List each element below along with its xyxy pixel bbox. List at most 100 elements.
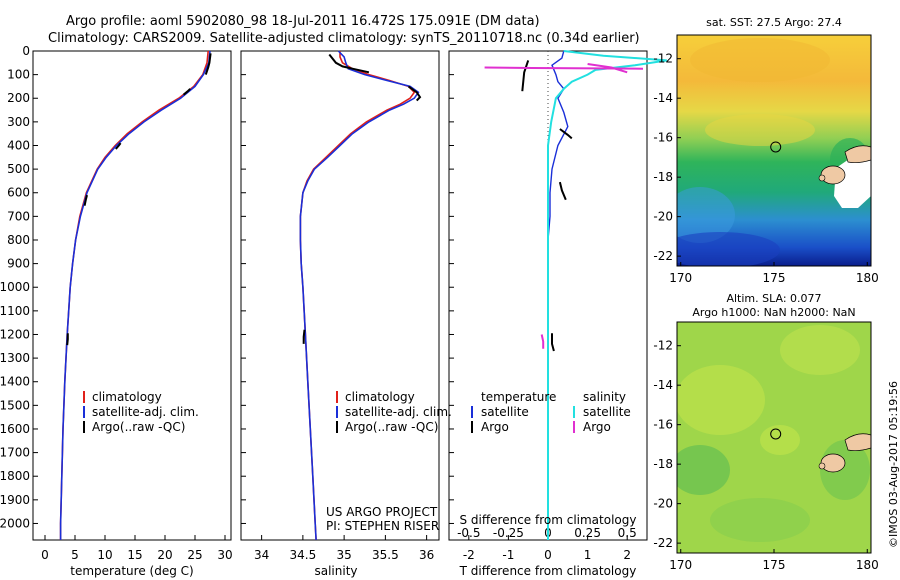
depth-tick-label: 1300 (0, 351, 30, 365)
depth-axis: 0 100 200 300 400 500 600 700 800 900 1000 1100 1200… (0, 44, 454, 530)
depth-tick-label: 800 (7, 233, 30, 247)
series-segment-argo (328, 53, 370, 74)
sla-map-title-line1: Altim. SLA: 0.077 (726, 292, 821, 305)
map-x-tick-label: 170 (669, 558, 692, 572)
map-y-tick-label: -16 (653, 418, 673, 432)
map-y-tick-label: -12 (653, 339, 673, 353)
depth-tick-label: 300 (7, 115, 30, 129)
series-segment-argo (302, 329, 306, 344)
x-tick-label: 5 (71, 548, 79, 562)
sla-map-field (677, 322, 871, 553)
difference-series (484, 50, 667, 540)
series-segment-t-argo (551, 333, 555, 352)
sla-argo-marker (770, 428, 782, 440)
difference-legend: temperature satellite Argo salinity sate… (471, 390, 631, 434)
x-tick-label: 35 (336, 548, 351, 562)
x-tick-label: 10 (97, 548, 112, 562)
series-line-satellite (59, 50, 211, 540)
map-x-tick-label: 175 (763, 558, 786, 572)
temperature-x-axis: 0 5 10 15 20 25 30 (41, 535, 233, 562)
depth-tick-label: 2000 (0, 516, 30, 530)
x-tick-label: 34.5 (290, 548, 317, 562)
sst-map-title: sat. SST: 27.5 Argo: 27.4 (706, 16, 842, 29)
depth-tick-label: 900 (7, 257, 30, 271)
diff-legend-s-satellite: satellite (583, 405, 631, 419)
x-tick-label: 1 (584, 548, 592, 562)
diff-legend-t-satellite: satellite (481, 405, 529, 419)
map-y-tick-label: -14 (653, 378, 673, 392)
series-segment-t-argo (521, 60, 530, 92)
x-tick-label: 2 (623, 548, 631, 562)
x-tick-label: 25 (187, 548, 202, 562)
series-line-climatology (59, 50, 209, 540)
salinity-legend: climatology satellite-adj. clim. Argo(..… (336, 390, 452, 434)
depth-tick-label: 700 (7, 209, 30, 223)
salinity-xlabel: salinity (314, 564, 357, 578)
series-segment-t-argo (558, 181, 567, 201)
map-y-tick-label: -18 (653, 457, 673, 471)
series-segment-argo (182, 88, 191, 96)
title-line-1: Argo profile: aoml 5902080_98 18-Jul-201… (66, 14, 540, 29)
temperature-panel (32, 50, 232, 541)
salinity-x-axis: 34 34.5 35 35.5 36 (254, 535, 434, 562)
depth-tick-label: 100 (7, 68, 30, 82)
depth-tick-label: 1500 (0, 398, 30, 412)
x-tick-label-s: -0.25 (493, 526, 524, 540)
x-tick-label: -1 (502, 548, 514, 562)
map-y-tick-label: -20 (653, 210, 673, 224)
series-segment-argo (115, 142, 122, 150)
x-tick-label-s: 0.5 (618, 526, 637, 540)
temperature-series (59, 50, 212, 540)
difference-xlabel: T difference from climatology (459, 564, 637, 578)
x-tick-label-s: -0.5 (457, 526, 480, 540)
x-tick-label: 34 (254, 548, 269, 562)
sla-map-title-line2: Argo h1000: NaN h2000: NaN (692, 306, 855, 319)
map-y-tick-label: -22 (653, 249, 673, 263)
diff-legend-salinity: salinity (583, 390, 626, 404)
map-x-tick-label: 175 (763, 271, 786, 285)
x-tick-label: 30 (217, 548, 232, 562)
depth-tick-label: 1800 (0, 469, 30, 483)
difference-x-axis: -2 -1 0 1 2-0.5 -0.25 0 0.25 0.5 (457, 526, 637, 562)
x-tick-label: 20 (157, 548, 172, 562)
salinity-panel (240, 50, 440, 541)
x-tick-label-s: 0.25 (574, 526, 601, 540)
series-segment-s-argo (484, 66, 644, 70)
x-tick-label: -2 (463, 548, 475, 562)
series-line-climatology (299, 51, 416, 541)
diff-legend-s-argo: Argo (583, 420, 611, 434)
difference-xlabel-top: S difference from climatology (460, 513, 637, 527)
series-line-satellite (299, 50, 420, 541)
temperature-legend-satellite: satellite-adj. clim. (92, 405, 199, 419)
series-segment-s-argo (587, 63, 628, 74)
temperature-xlabel: temperature (deg C) (70, 564, 193, 578)
salinity-series (299, 50, 422, 541)
temperature-legend-argo: Argo(..raw -QC) (92, 420, 185, 434)
map-y-tick-label: -12 (653, 52, 673, 66)
map-y-tick-label: -20 (653, 497, 673, 511)
series-segment-argo (407, 85, 422, 102)
series-segment-argo (66, 333, 69, 346)
series-line-s-satellite (547, 50, 667, 540)
x-tick-label: 35.5 (372, 548, 399, 562)
x-tick-label: 0 (41, 548, 49, 562)
series-segment-t-argo (559, 128, 573, 140)
depth-tick-label: 1100 (0, 304, 30, 318)
sst-map-axes: 170 175 180 -12 -14 -16 -18 -20 -22 (653, 52, 878, 285)
salinity-legend-argo: Argo(..raw -QC) (345, 420, 438, 434)
map-x-tick-label: 170 (669, 271, 692, 285)
timestamp: ©IMOS 03-Aug-2017 05:19:56 (887, 381, 900, 548)
map-y-tick-label: -18 (653, 170, 673, 184)
depth-tick-label: 1600 (0, 422, 30, 436)
map-x-tick-label: 180 (856, 558, 879, 572)
depth-tick-label: 1200 (0, 327, 30, 341)
salinity-legend-climatology: climatology (345, 390, 415, 404)
sst-argo-marker (770, 141, 782, 153)
depth-tick-label: 1400 (0, 375, 30, 389)
x-tick-label: 36 (419, 548, 434, 562)
depth-tick-label: 0 (22, 44, 30, 58)
diff-legend-temperature: temperature (481, 390, 556, 404)
sst-map-field (677, 35, 871, 266)
salinity-legend-satellite: satellite-adj. clim. (345, 405, 452, 419)
